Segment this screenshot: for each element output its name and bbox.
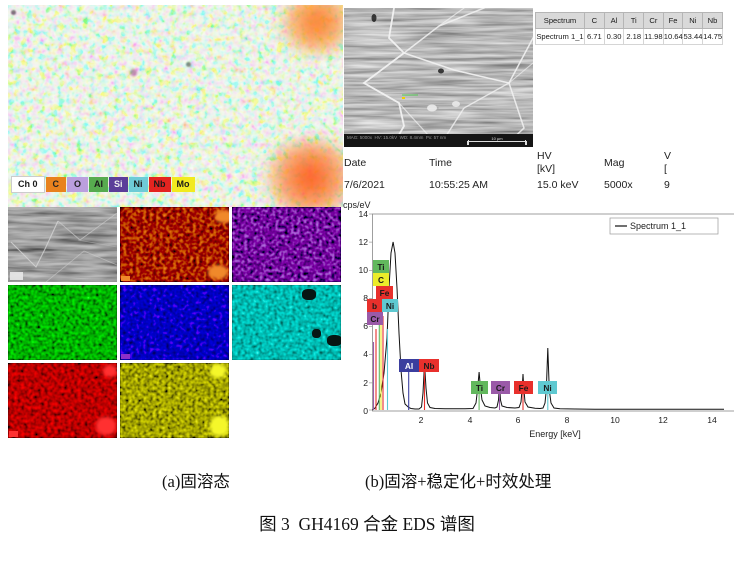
svg-text:Ni: Ni xyxy=(543,383,551,393)
svg-text:Cr: Cr xyxy=(370,314,380,324)
svg-text:14: 14 xyxy=(358,209,368,219)
svg-text:Al: Al xyxy=(405,361,413,371)
svg-text:Energy [keV]: Energy [keV] xyxy=(529,429,581,439)
svg-text:4: 4 xyxy=(363,349,368,359)
svg-text:6: 6 xyxy=(516,415,521,425)
svg-text:Cr: Cr xyxy=(496,383,506,393)
svg-text:8: 8 xyxy=(565,415,570,425)
svg-text:14: 14 xyxy=(707,415,717,425)
svg-text:Fe: Fe xyxy=(519,383,529,393)
svg-text:2: 2 xyxy=(363,378,368,388)
svg-text:Nb: Nb xyxy=(423,361,434,371)
svg-text:Ni: Ni xyxy=(386,301,394,311)
svg-text:0: 0 xyxy=(363,406,368,416)
svg-text:12: 12 xyxy=(658,415,668,425)
svg-text:2: 2 xyxy=(419,415,424,425)
svg-text:Spectrum 1_1: Spectrum 1_1 xyxy=(630,221,686,231)
svg-text:10: 10 xyxy=(610,415,620,425)
svg-text:Ti: Ti xyxy=(377,262,384,272)
svg-text:10: 10 xyxy=(358,265,368,275)
svg-text:cps/eV: cps/eV xyxy=(343,200,371,210)
svg-text:Fe: Fe xyxy=(380,288,390,298)
svg-text:Ti: Ti xyxy=(476,383,483,393)
svg-text:4: 4 xyxy=(468,415,473,425)
svg-text:12: 12 xyxy=(358,237,368,247)
svg-text:C: C xyxy=(378,275,384,285)
svg-text:b: b xyxy=(372,301,377,311)
